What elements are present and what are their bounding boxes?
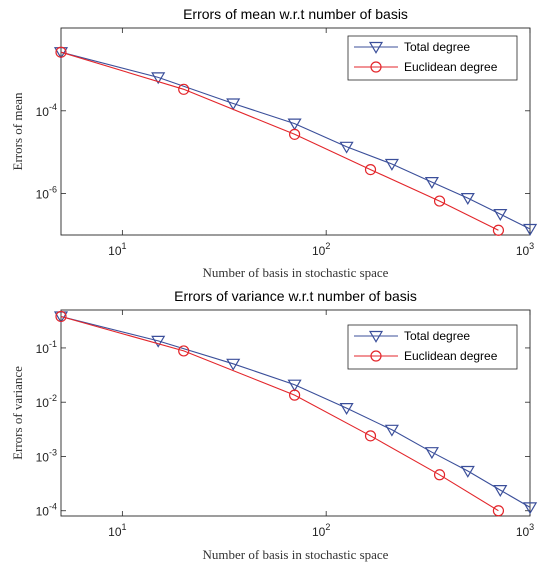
legend-label: Euclidean degree [404,60,498,74]
data-point [433,469,446,481]
series-euclidean-degree [55,310,505,517]
legend-item: Total degree [354,40,470,54]
data-point [492,224,505,236]
x-tick-mantissa: 10 [516,525,530,539]
data-point [178,345,190,357]
legend-box [347,324,518,370]
legend-marker [368,41,384,54]
y-tick-exponent: -4 [49,102,57,112]
data-point [151,335,166,348]
x-tick-mantissa: 10 [108,244,122,258]
y-tick-label: 10-4 [36,102,57,119]
data-point [339,141,354,154]
y-tick-exponent: -1 [49,339,57,349]
x-tick-mantissa: 10 [516,244,530,258]
series-euclidean-degree [55,46,505,236]
x-tick-mantissa: 10 [312,525,326,539]
legend: Total degree Euclidean degree [347,324,518,370]
x-tick-label: 103 [516,522,534,539]
x-tick-mantissa: 10 [312,244,326,258]
legend-label: Total degree [404,329,470,343]
legend-label: Euclidean degree [404,349,498,363]
x-tick-mantissa: 10 [108,525,122,539]
data-point [384,424,399,437]
x-tick-label: 101 [108,241,126,258]
y-tick-mantissa: 10 [36,396,50,410]
chart-title: Errors of mean w.r.t number of basis [183,6,408,22]
legend-label: Total degree [404,40,470,54]
y-tick-mantissa: 10 [36,450,50,464]
legend-item: Euclidean degree [354,349,498,363]
x-tick-exponent: 2 [325,522,330,532]
x-tick-exponent: 2 [325,241,330,251]
x-tick-label: 103 [516,241,534,258]
x-tick-exponent: 3 [529,522,534,532]
data-point [364,430,377,442]
data-point [424,177,439,189]
data-point [433,195,446,207]
data-point [384,158,399,171]
data-point [289,128,301,140]
series-line [60,315,531,508]
data-point [339,403,354,415]
x-tick-exponent: 1 [122,522,127,532]
legend: Total degree Euclidean degree [347,35,518,81]
x-tick-label: 102 [312,241,330,258]
series-total-degree [53,311,538,515]
y-axis-label: Errors of mean [10,92,25,170]
x-tick-label: 101 [108,522,126,539]
series-line [60,51,499,231]
data-point [289,389,301,401]
legend-marker [370,350,382,362]
data-point [493,485,508,497]
data-point [492,505,505,517]
y-tick-exponent: -4 [49,502,57,512]
y-tick-mantissa: 10 [36,342,50,356]
x-tick-exponent: 1 [122,241,127,251]
data-point [151,72,166,85]
data-point [226,98,241,111]
series-line [60,51,531,230]
x-axis-label: Number of basis in stochastic space [203,547,389,562]
data-point [460,193,475,205]
y-tick-mantissa: 10 [36,505,50,519]
y-tick-exponent: -3 [49,447,57,457]
data-point [460,465,475,478]
y-tick-exponent: -6 [49,185,57,195]
y-tick-label: 10-3 [36,447,57,464]
y-tick-exponent: -2 [49,393,57,403]
y-tick-label: 10-1 [36,339,57,356]
y-axis-label: Errors of variance [10,366,25,460]
y-tick-label: 10-2 [36,393,57,410]
y-tick-mantissa: 10 [36,105,50,119]
legend-box [347,35,518,81]
data-point [55,46,67,58]
data-point [287,118,302,131]
data-point [493,209,508,221]
legend-marker [370,61,382,73]
legend-item: Euclidean degree [354,60,498,74]
y-tick-mantissa: 10 [36,188,50,202]
x-tick-exponent: 3 [529,241,534,251]
y-tick-label: 10-6 [36,185,57,202]
y-tick-label: 10-4 [36,502,57,519]
legend-marker [368,330,384,343]
data-point [523,223,538,236]
data-point [178,83,190,95]
data-point [287,379,302,392]
data-point [364,163,377,176]
x-tick-label: 102 [312,522,330,539]
data-point [226,358,241,371]
legend-item: Total degree [354,329,470,343]
data-point [55,310,67,323]
data-point [523,502,538,515]
chart-title: Errors of variance w.r.t number of basis [174,288,417,304]
series-line [60,315,499,512]
data-point [424,447,439,460]
series-total-degree [53,47,538,236]
x-axis-label: Number of basis in stochastic space [203,265,389,280]
